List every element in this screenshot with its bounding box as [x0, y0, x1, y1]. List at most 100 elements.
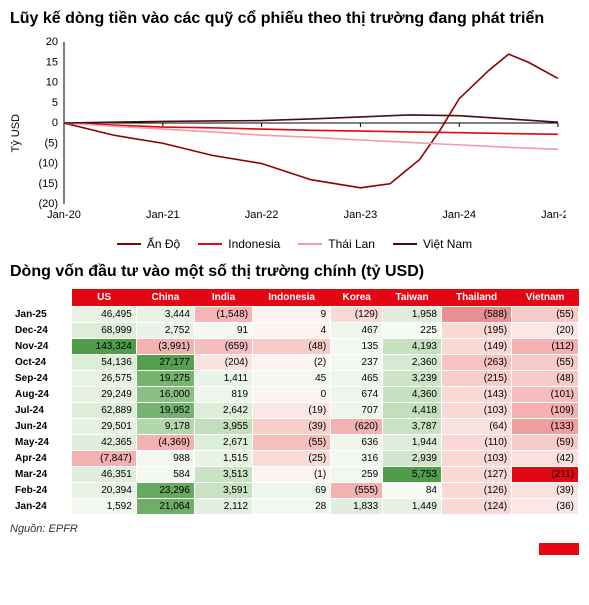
table-cell: (55) [512, 307, 579, 323]
table-cell: (7,847) [72, 451, 137, 467]
row-label: May-24 [11, 435, 72, 451]
table-cell: 91 [194, 323, 252, 339]
table-cell: (555) [331, 483, 383, 499]
table-cell: 237 [331, 355, 383, 371]
col-header: Indonesia [253, 289, 331, 307]
table-cell: (215) [441, 371, 511, 387]
chart-legend: Ấn Độ Indonesia Thái Lan Việt Nam [10, 237, 579, 251]
row-label: Mar-24 [11, 467, 72, 483]
table-cell: 674 [331, 387, 383, 403]
row-label: Apr-24 [11, 451, 72, 467]
legend-label: Việt Nam [423, 237, 472, 251]
table-cell: 316 [331, 451, 383, 467]
table-cell: 4,193 [383, 339, 442, 355]
table-cell: 3,591 [194, 483, 252, 499]
table-cell: 16,000 [136, 387, 194, 403]
svg-text:Jan-20: Jan-20 [47, 209, 81, 221]
table-cell: 3,955 [194, 419, 252, 435]
table-cell: (195) [441, 323, 511, 339]
table-cell: (620) [331, 419, 383, 435]
table-cell: 19,952 [136, 403, 194, 419]
col-header [11, 289, 72, 307]
legend-swatch [298, 243, 322, 245]
table-cell: (143) [441, 387, 511, 403]
table-cell: (4,369) [136, 435, 194, 451]
flows-table: USChinaIndiaIndonesiaKoreaTaiwanThailand… [10, 289, 579, 515]
table-cell: 0 [253, 387, 331, 403]
table-cell: (659) [194, 339, 252, 355]
table-cell: 2,360 [383, 355, 442, 371]
table-cell: 819 [194, 387, 252, 403]
legend-item: Indonesia [198, 237, 280, 251]
table-cell: (19) [253, 403, 331, 419]
table-cell: 1,449 [383, 499, 442, 515]
table-cell: 26,575 [72, 371, 137, 387]
source-text: Nguồn: EPFR [10, 523, 579, 535]
table-title: Dòng vốn đầu tư vào một số thị trường ch… [10, 263, 579, 281]
table-row: Mar-2446,3515843,513(1)2595,753(127)(211… [11, 467, 579, 483]
table-cell: 225 [383, 323, 442, 339]
table-cell: (129) [331, 307, 383, 323]
table-cell: (3,991) [136, 339, 194, 355]
table-cell: (109) [512, 403, 579, 419]
table-cell: (42) [512, 451, 579, 467]
table-cell: (39) [253, 419, 331, 435]
table-cell: (149) [441, 339, 511, 355]
table-cell: 27,177 [136, 355, 194, 371]
legend-swatch [393, 243, 417, 245]
table-cell: 5,753 [383, 467, 442, 483]
table-cell: 4,360 [383, 387, 442, 403]
table-cell: 28 [253, 499, 331, 515]
table-cell: (55) [512, 355, 579, 371]
row-label: Nov-24 [11, 339, 72, 355]
table-cell: (133) [512, 419, 579, 435]
table-cell: 1,833 [331, 499, 383, 515]
table-cell: (39) [512, 483, 579, 499]
table-cell: 135 [331, 339, 383, 355]
legend-item: Việt Nam [393, 237, 472, 251]
table-row: Aug-2429,24916,00081906744,360(143)(101) [11, 387, 579, 403]
row-label: Jul-24 [11, 403, 72, 419]
table-row: Jan-241,59221,0642,112281,8331,449(124)(… [11, 499, 579, 515]
table-cell: (55) [253, 435, 331, 451]
legend-swatch [198, 243, 222, 245]
legend-item: Thái Lan [298, 237, 375, 251]
legend-item: Ấn Độ [117, 237, 180, 251]
col-header: China [136, 289, 194, 307]
legend-label: Indonesia [228, 237, 280, 251]
svg-text:10: 10 [46, 77, 58, 89]
table-cell: 465 [331, 371, 383, 387]
table-cell: 54,136 [72, 355, 137, 371]
table-cell: 69 [253, 483, 331, 499]
table-cell: (112) [512, 339, 579, 355]
line-chart: 20151050(5)(10)(15)(20)Jan-20Jan-21Jan-2… [26, 36, 566, 226]
svg-text:20: 20 [46, 36, 58, 48]
svg-text:Jan-21: Jan-21 [146, 209, 180, 221]
table-row: Oct-2454,13627,177(204)(2)2372,360(263)(… [11, 355, 579, 371]
table-cell: (48) [512, 371, 579, 387]
table-cell: 20,394 [72, 483, 137, 499]
col-header: Korea [331, 289, 383, 307]
table-cell: (20) [512, 323, 579, 339]
table-cell: 1,515 [194, 451, 252, 467]
table-cell: 23,296 [136, 483, 194, 499]
table-row: Jun-2429,5019,1783,955(39)(620)3,787(64)… [11, 419, 579, 435]
table-cell: (64) [441, 419, 511, 435]
svg-text:Jan-25: Jan-25 [541, 209, 566, 221]
table-cell: 84 [383, 483, 442, 499]
table-cell: 143,324 [72, 339, 137, 355]
table-cell: (211) [512, 467, 579, 483]
table-cell: 42,365 [72, 435, 137, 451]
row-label: Oct-24 [11, 355, 72, 371]
table-cell: 988 [136, 451, 194, 467]
svg-text:5: 5 [52, 97, 58, 109]
table-cell: (101) [512, 387, 579, 403]
table-cell: (588) [441, 307, 511, 323]
table-cell: 68,999 [72, 323, 137, 339]
col-header: Taiwan [383, 289, 442, 307]
table-cell: 46,495 [72, 307, 137, 323]
chart-title: Lũy kế dòng tiền vào các quỹ cổ phiếu th… [10, 10, 579, 28]
table-cell: 29,501 [72, 419, 137, 435]
table-cell: 2,112 [194, 499, 252, 515]
table-cell: 3,513 [194, 467, 252, 483]
